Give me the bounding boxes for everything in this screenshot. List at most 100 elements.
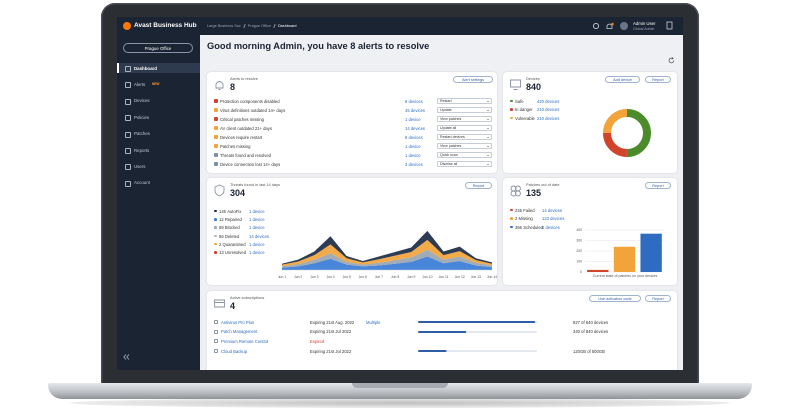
- list-name: Missing: [518, 216, 533, 222]
- x-tick-label: Jun 7: [375, 275, 383, 279]
- list-dot: [214, 218, 217, 221]
- breadcrumb[interactable]: Dashboard: [277, 24, 297, 28]
- subscription-name[interactable]: Patch Management: [221, 329, 258, 335]
- alert-devices[interactable]: 3 devices: [405, 161, 423, 167]
- alert-devices[interactable]: 1 device: [405, 143, 421, 149]
- alert-action[interactable]: Quick scan: [437, 152, 492, 158]
- nav-label: Alerts: [134, 81, 146, 87]
- alert-action[interactable]: Update: [437, 107, 492, 113]
- list-devices[interactable]: 14 devices: [249, 233, 270, 239]
- list-dot: [214, 251, 217, 254]
- alert-action[interactable]: Dismiss all: [437, 161, 492, 167]
- alert-action[interactable]: View patches: [437, 143, 492, 149]
- alert-action[interactable]: Update all: [437, 125, 492, 131]
- x-tick-label: Jun 11: [439, 275, 449, 279]
- list-count: 56: [219, 233, 224, 239]
- site-selector[interactable]: Prague Office: [123, 43, 193, 53]
- breadcrumb[interactable]: Prague Office: [247, 24, 271, 28]
- card-count: 8: [230, 82, 236, 92]
- site-name: Prague Office: [144, 46, 172, 52]
- card-count: 304: [230, 188, 246, 198]
- button[interactable]: Use activation code: [589, 294, 641, 302]
- icon-shape: [215, 81, 224, 90]
- subscription-name[interactable]: Premium Remote Control: [221, 339, 269, 344]
- nav-item[interactable]: Devices: [117, 96, 200, 106]
- nav-label: Devices: [134, 98, 150, 104]
- subscription-name[interactable]: Cloud Backup: [221, 348, 248, 354]
- y-tick-label: 300: [576, 239, 582, 243]
- legend-dot: [510, 99, 513, 103]
- nav-icon: [125, 164, 131, 171]
- button[interactable]: Report: [645, 294, 671, 302]
- button[interactable]: Add device: [605, 75, 640, 83]
- nav-item[interactable]: Account: [117, 178, 200, 188]
- alert-devices[interactable]: 1 device: [405, 152, 421, 158]
- button[interactable]: Report: [465, 181, 492, 189]
- subscription-extra[interactable]: Multiple: [366, 319, 381, 325]
- breadcrumb[interactable]: Large Business Soc: [207, 24, 241, 28]
- alert-action[interactable]: Restart: [437, 98, 492, 104]
- chart-caption: Current state of patches on your devices: [592, 274, 658, 278]
- alert-devices[interactable]: 45 devices: [405, 107, 426, 113]
- patches-card: Patches out of date 135 Report 245 Failed 14 …: [503, 178, 677, 285]
- alert-devices[interactable]: 1 device: [405, 116, 421, 122]
- x-tick-label: Jun 1: [278, 275, 286, 279]
- subscription-name[interactable]: Antivirus Pro Plus: [221, 319, 255, 325]
- card-icon: [215, 81, 224, 90]
- list-count: 89: [219, 225, 224, 231]
- list-devices[interactable]: 1 device: [249, 208, 265, 214]
- button[interactable]: Report: [645, 181, 671, 189]
- nav-item[interactable]: Users: [117, 161, 200, 171]
- list-devices[interactable]: 1 device: [249, 225, 265, 231]
- list-count: 145: [219, 208, 226, 214]
- button[interactable]: Alert settings: [453, 75, 493, 83]
- nav-icon: [125, 131, 131, 138]
- nav-label: Policies: [134, 114, 150, 120]
- list-text: 245 Failed: [515, 208, 535, 213]
- list-text: 356 Scheduled: [515, 225, 543, 230]
- list-text: 89 Blocked: [219, 225, 240, 230]
- legend-dot: [510, 108, 513, 111]
- legend-value[interactable]: 210 devices: [537, 107, 560, 113]
- alert-devices[interactable]: 8 devices: [405, 134, 423, 140]
- nav-item[interactable]: Dashboard: [117, 63, 200, 73]
- list-text: 12 Repaired: [219, 217, 242, 222]
- nav-item[interactable]: Alerts NEW: [117, 79, 200, 89]
- alert-text: Patches missing: [220, 143, 251, 149]
- subscription-icon: [214, 329, 218, 334]
- subscription-expiry: Expired: [310, 339, 325, 344]
- alert-icon: [214, 99, 218, 103]
- list-devices[interactable]: 6 devices: [542, 224, 560, 230]
- nav-icon: [125, 98, 131, 105]
- area: [282, 230, 492, 265]
- button[interactable]: Report: [645, 75, 671, 83]
- subscription-expiry: Expiring 21st Aug. 2022: [310, 319, 355, 325]
- legend-value[interactable]: 210 devices: [537, 115, 560, 121]
- alert-devices[interactable]: 8 devices: [405, 98, 423, 104]
- alert-action[interactable]: View patches: [437, 116, 492, 122]
- nav-item[interactable]: Patches: [117, 129, 200, 139]
- alert-action[interactable]: Restart devices: [437, 134, 492, 140]
- nav-label: Patches: [134, 131, 150, 137]
- list-text: 13 Unresolved: [219, 250, 246, 255]
- alert-devices[interactable]: 14 devices: [405, 125, 426, 131]
- list-count: 356: [515, 224, 522, 230]
- bar-chart: 0 100 200 300 400: [576, 228, 665, 274]
- list-devices[interactable]: 1 device: [249, 216, 265, 222]
- legend-value[interactable]: 420 devices: [537, 98, 560, 104]
- x-tick-label: Jun 13: [471, 275, 481, 279]
- nav-label: Account: [134, 180, 150, 186]
- list-devices[interactable]: 14 devices: [542, 207, 563, 213]
- list-name: Blocked: [224, 225, 240, 231]
- list-devices[interactable]: 1 device: [249, 250, 265, 256]
- usage-fill: [418, 330, 467, 333]
- card-label: Active subscriptions: [230, 295, 265, 300]
- list-devices[interactable]: 1 device: [249, 241, 265, 247]
- usage-fill: [418, 321, 536, 323]
- help-icon: [666, 21, 673, 30]
- list-devices[interactable]: 123 devices: [542, 216, 565, 222]
- x-tick-label: Jun 5: [342, 275, 350, 279]
- list-text: 145 AutoFix: [219, 209, 241, 214]
- nav-item[interactable]: Reports: [117, 145, 200, 155]
- nav-item[interactable]: Policies: [117, 112, 200, 122]
